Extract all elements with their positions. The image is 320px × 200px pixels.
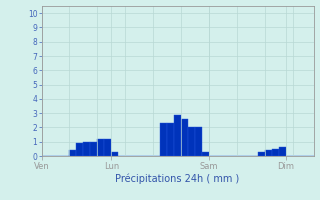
Bar	[84, 142, 91, 156]
Bar	[195, 127, 202, 156]
Bar	[258, 152, 265, 156]
Bar	[181, 119, 188, 156]
Bar	[279, 147, 286, 156]
X-axis label: Précipitations 24h ( mm ): Précipitations 24h ( mm )	[116, 173, 240, 184]
Bar	[97, 139, 104, 156]
Bar	[272, 149, 279, 156]
Bar	[69, 150, 76, 156]
Bar	[76, 143, 84, 156]
Bar	[91, 142, 97, 156]
Bar	[167, 123, 174, 156]
Bar	[188, 127, 195, 156]
Bar	[174, 115, 181, 156]
Bar	[104, 139, 111, 156]
Bar	[160, 123, 167, 156]
Bar	[265, 150, 272, 156]
Bar	[111, 152, 118, 156]
Bar	[202, 152, 209, 156]
